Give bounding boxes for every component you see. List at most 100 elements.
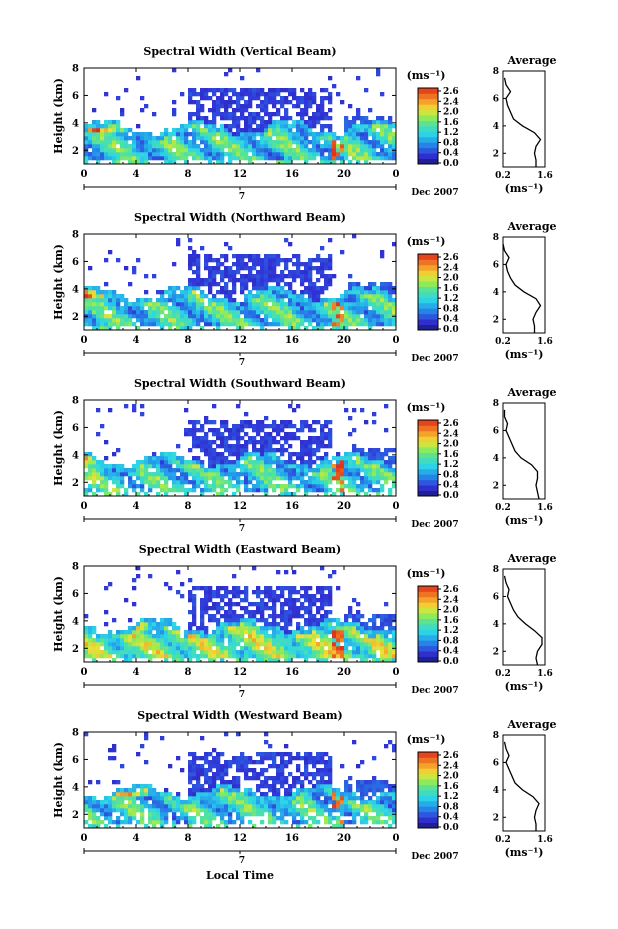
heatmap-cell — [360, 468, 365, 473]
heatmap-cell — [364, 484, 369, 489]
heatmap-cell — [292, 314, 297, 319]
heatmap-cell — [124, 132, 129, 137]
heatmap-cell — [144, 642, 149, 647]
heatmap-cell — [188, 772, 193, 777]
heatmap-cell — [268, 96, 273, 101]
heatmap-cell — [244, 788, 249, 793]
heatmap-cell — [144, 638, 149, 643]
heatmap-cell — [172, 472, 177, 477]
heatmap-cell — [272, 784, 277, 789]
heatmap-cell — [312, 772, 317, 777]
heatmap-cell — [284, 630, 289, 635]
heatmap-cell — [224, 136, 229, 141]
heatmap-cell — [324, 610, 329, 615]
heatmap-cell — [100, 152, 105, 157]
heatmap-cell — [228, 484, 233, 489]
heatmap-cell — [212, 282, 217, 287]
heatmap-cell — [244, 92, 249, 97]
heatmap-cell — [196, 108, 201, 113]
heatmap-cell — [156, 298, 161, 303]
heatmap-cell — [116, 468, 121, 473]
heatmap-cell — [276, 650, 281, 655]
heatmap-cell — [236, 812, 241, 817]
heatmap-cell — [132, 808, 137, 813]
heatmap-cell — [228, 460, 233, 465]
heatmap-cell — [340, 250, 345, 255]
heatmap-cell — [260, 140, 265, 145]
heatmap-cell — [348, 416, 353, 421]
heatmap-cell — [200, 128, 205, 133]
heatmap-cell — [144, 318, 149, 323]
heatmap-cell — [204, 254, 209, 259]
heatmap-cell — [284, 586, 289, 591]
heatmap-cell — [200, 816, 205, 821]
heatmap-cell — [296, 452, 301, 457]
heatmap-cell — [216, 792, 221, 797]
heatmap-cell — [340, 488, 345, 493]
heatmap-cell — [216, 606, 221, 611]
heatmap-cell — [140, 318, 145, 323]
heatmap-cell — [172, 626, 177, 631]
heatmap-cell — [384, 286, 389, 291]
heatmap-cell — [360, 124, 365, 129]
heatmap-cell — [316, 760, 321, 765]
heatmap-cell — [204, 278, 209, 283]
heatmap-cell — [344, 326, 349, 331]
colorbar-segment — [418, 596, 438, 603]
average-unit-label: (ms⁻¹) — [505, 514, 544, 527]
heatmap-cell — [268, 156, 273, 161]
heatmap-cell — [168, 152, 173, 157]
heatmap-cell — [224, 448, 229, 453]
heatmap-cell — [176, 476, 181, 481]
heatmap-cell — [204, 792, 209, 797]
heatmap-cell — [260, 456, 265, 461]
heatmap-cell — [100, 306, 105, 311]
heatmap-cell — [384, 448, 389, 453]
heatmap-cell — [292, 756, 297, 761]
heatmap-cell — [284, 570, 289, 575]
panel-title: Spectral Width (Vertical Beam) — [143, 45, 336, 58]
heatmap-cell — [100, 294, 105, 299]
heatmap-cell — [176, 148, 181, 153]
heatmap-cell — [120, 464, 125, 469]
heatmap-cell — [296, 638, 301, 643]
heatmap-cell — [256, 278, 261, 283]
heatmap-cell — [324, 310, 329, 315]
heatmap-cell — [176, 314, 181, 319]
heatmap-cell — [216, 772, 221, 777]
heatmap-cell — [280, 120, 285, 125]
heatmap-cell — [312, 484, 317, 489]
heatmap-cell — [244, 282, 249, 287]
heatmap-cell — [256, 274, 261, 279]
heatmap-cell — [260, 634, 265, 639]
heatmap-cell — [160, 290, 165, 295]
heatmap-cell — [220, 420, 225, 425]
heatmap-cell — [140, 160, 145, 165]
heatmap-cell — [316, 800, 321, 805]
heatmap-cell — [304, 100, 309, 105]
heatmap-cell — [256, 140, 261, 145]
heatmap-cell — [100, 290, 105, 295]
heatmap-cell — [384, 298, 389, 303]
heatmap-cell — [88, 780, 93, 785]
heatmap-cell — [112, 302, 117, 307]
heatmap-cell — [152, 136, 157, 141]
heatmap-cell — [200, 618, 205, 623]
heatmap-cell — [216, 314, 221, 319]
heatmap-cell — [248, 456, 253, 461]
heatmap-cell — [144, 152, 149, 157]
heatmap-cell — [252, 428, 257, 433]
heatmap-cell — [336, 788, 341, 793]
heatmap-cell — [156, 820, 161, 825]
heatmap-cell — [188, 622, 193, 627]
heatmap-cell — [108, 654, 113, 659]
heatmap-cell — [196, 116, 201, 121]
heatmap-cell — [200, 132, 205, 137]
heatmap-cell — [268, 484, 273, 489]
heatmap-cell — [116, 322, 121, 327]
heatmap-cell — [168, 160, 173, 165]
heatmap-cell — [328, 622, 333, 627]
heatmap-cell — [344, 140, 349, 145]
heatmap-cell — [380, 634, 385, 639]
heatmap-cell — [124, 298, 129, 303]
